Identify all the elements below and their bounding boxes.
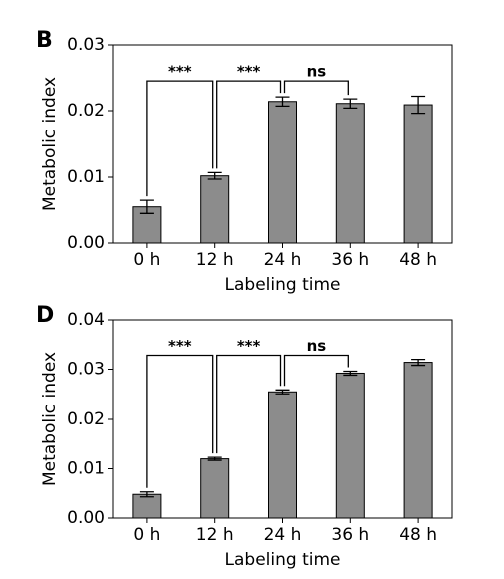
- error-bar: [275, 96, 290, 108]
- bar: [335, 103, 365, 244]
- significance-bracket: [283, 354, 349, 387]
- significance-label: ns: [307, 63, 327, 81]
- significance-bracket: [283, 80, 349, 96]
- bar: [200, 175, 230, 244]
- bar: [403, 362, 433, 519]
- x-tick-label: 12 h: [196, 525, 234, 545]
- bar: [268, 391, 297, 519]
- significance-label: ***: [237, 63, 261, 81]
- x-axis-label: Labeling time: [225, 275, 341, 295]
- x-tick-label: 36 h: [331, 525, 369, 545]
- y-tick-label: 0.00: [67, 508, 105, 528]
- bar: [403, 104, 433, 244]
- y-tick-label: 0.01: [67, 459, 105, 479]
- x-tick-label: 0 h: [133, 525, 160, 545]
- panel-label: B: [36, 28, 53, 53]
- error-bar: [207, 171, 222, 180]
- bar: [200, 458, 230, 519]
- x-tick-label: 48 h: [399, 525, 437, 545]
- x-axis-label: Labeling time: [225, 550, 341, 570]
- error-bar: [343, 370, 358, 377]
- error-bar: [275, 389, 290, 395]
- bar: [268, 101, 297, 244]
- y-tick-label: 0.02: [67, 409, 105, 429]
- y-axis-label: Metabolic index: [40, 77, 60, 211]
- significance-bracket: [146, 80, 214, 197]
- x-tick-label: 36 h: [331, 250, 369, 270]
- x-tick-label: 12 h: [196, 250, 234, 270]
- y-tick-label: 0.01: [67, 167, 105, 187]
- error-bar: [139, 491, 154, 498]
- significance-label: ***: [237, 337, 261, 355]
- y-tick-label: 0.03: [67, 360, 105, 380]
- bar: [132, 493, 162, 519]
- significance-label: ns: [307, 337, 327, 355]
- y-tick-label: 0.03: [67, 35, 105, 55]
- panel-label: D: [36, 303, 54, 328]
- x-tick-label: 0 h: [133, 250, 160, 270]
- significance-bracket: [216, 354, 282, 454]
- y-tick-label: 0.02: [67, 101, 105, 121]
- y-tick-label: 0.04: [67, 310, 105, 330]
- error-bar: [343, 98, 358, 110]
- x-tick-label: 24 h: [264, 525, 302, 545]
- x-tick-label: 24 h: [264, 250, 302, 270]
- y-axis-label: Metabolic index: [40, 352, 60, 486]
- significance-label: ***: [168, 63, 192, 81]
- significance-bracket: [216, 80, 282, 169]
- error-bar: [411, 358, 426, 367]
- error-bar: [207, 456, 222, 461]
- bar: [335, 372, 365, 519]
- significance-bracket: [146, 354, 214, 488]
- y-tick-label: 0.00: [67, 233, 105, 253]
- x-tick-label: 48 h: [399, 250, 437, 270]
- error-bar: [139, 199, 154, 214]
- significance-label: ***: [168, 337, 192, 355]
- error-bar: [411, 95, 426, 115]
